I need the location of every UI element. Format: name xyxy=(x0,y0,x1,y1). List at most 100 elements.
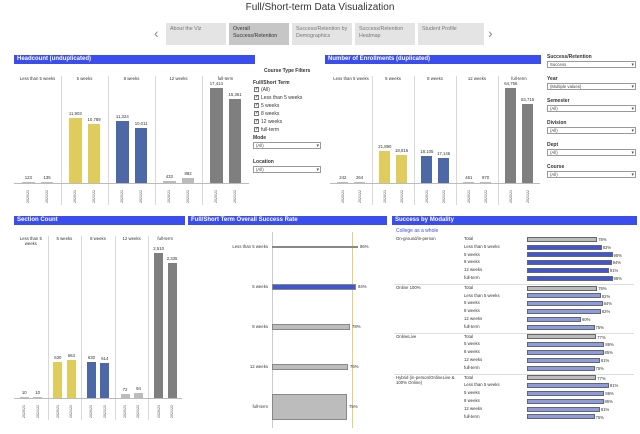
bar[interactable] xyxy=(505,88,517,183)
filter-select[interactable]: (All) xyxy=(547,105,636,112)
modality-row-label: Total xyxy=(464,284,474,290)
bar[interactable] xyxy=(21,181,35,183)
bar[interactable] xyxy=(463,181,475,183)
modality-bar[interactable] xyxy=(527,236,598,242)
modality-bar[interactable] xyxy=(527,383,609,389)
bar[interactable] xyxy=(40,181,54,183)
modality-bar[interactable] xyxy=(527,268,609,273)
modality-bar[interactable] xyxy=(527,391,605,396)
bar[interactable] xyxy=(479,181,492,183)
axis-baseline xyxy=(14,183,249,184)
modality-bar[interactable] xyxy=(527,342,605,348)
tab-about[interactable]: About the Viz xyxy=(166,23,226,45)
bar[interactable] xyxy=(209,88,223,183)
category-label: 5 weeks xyxy=(385,76,401,81)
success-bar[interactable] xyxy=(272,246,358,248)
checkbox[interactable] xyxy=(254,118,259,124)
modality-bar[interactable] xyxy=(527,375,597,381)
year-tick: 2020/21 xyxy=(156,405,161,418)
success-bar[interactable] xyxy=(272,394,347,420)
modality-bar[interactable] xyxy=(527,324,595,330)
success-value: 78% xyxy=(352,323,361,329)
bar[interactable] xyxy=(379,150,391,183)
modality-value: 75% xyxy=(595,414,604,420)
checkbox[interactable] xyxy=(254,110,259,116)
checkbox[interactable] xyxy=(254,102,259,108)
modality-bar[interactable] xyxy=(527,275,613,281)
modality-bar[interactable] xyxy=(527,252,613,258)
bar[interactable] xyxy=(228,99,242,183)
bar[interactable] xyxy=(19,396,29,398)
modality-bar[interactable] xyxy=(527,414,595,420)
modality-bar[interactable] xyxy=(527,301,603,307)
modality-bar[interactable] xyxy=(527,293,601,299)
bar[interactable] xyxy=(115,121,129,183)
year-tick: 2020/21 xyxy=(26,190,31,203)
year-tick: 2021/22 xyxy=(186,190,191,203)
next-tab-arrow[interactable]: › xyxy=(488,25,493,41)
bar[interactable] xyxy=(337,181,349,183)
bar[interactable] xyxy=(68,118,82,183)
modality-row-label: 8 weeks xyxy=(464,308,480,314)
category-label: 8 weeks xyxy=(427,76,443,81)
bar[interactable] xyxy=(521,104,534,183)
bar[interactable] xyxy=(437,157,450,183)
bar[interactable] xyxy=(167,263,177,398)
bar[interactable] xyxy=(120,393,130,398)
bar-value-label: 64,756 xyxy=(504,81,518,86)
checkbox[interactable] xyxy=(254,94,259,100)
modality-bar[interactable] xyxy=(527,350,604,355)
bar[interactable] xyxy=(33,396,43,398)
year-tick: 2020/21 xyxy=(340,190,345,203)
modality-bar[interactable] xyxy=(527,406,600,412)
bar[interactable] xyxy=(154,253,164,398)
modality-bar[interactable] xyxy=(527,309,601,314)
bar[interactable] xyxy=(421,156,433,183)
filter-select[interactable]: Success xyxy=(547,61,636,68)
prev-tab-arrow[interactable]: ‹ xyxy=(154,25,159,41)
bar-value-label: 970 xyxy=(482,174,490,180)
filter-select[interactable]: (All) xyxy=(547,171,636,178)
location-select[interactable]: (All) xyxy=(253,166,321,173)
bar[interactable] xyxy=(353,181,366,183)
bar[interactable] xyxy=(86,361,96,398)
mode-select[interactable]: (All) xyxy=(253,142,321,149)
modality-bar[interactable] xyxy=(527,398,604,404)
year-tick: 2020/21 xyxy=(73,190,78,203)
modality-bar[interactable] xyxy=(527,365,595,371)
bar[interactable] xyxy=(134,128,148,183)
bar[interactable] xyxy=(181,178,195,183)
modality-row-label: 12 weeks xyxy=(464,316,483,321)
modality-bar[interactable] xyxy=(527,357,600,363)
success-bar[interactable] xyxy=(272,364,348,370)
checkbox[interactable] xyxy=(254,86,259,92)
checkbox[interactable] xyxy=(254,126,259,132)
bar[interactable] xyxy=(133,392,143,398)
tab-heatmap[interactable]: Success/Retention Heatmap xyxy=(355,23,415,45)
filter-select[interactable]: (All) xyxy=(547,149,636,156)
bar[interactable] xyxy=(395,155,408,183)
bar[interactable] xyxy=(162,180,176,183)
tab-overall-success[interactable]: Overall Success/Retention xyxy=(229,23,289,45)
modality-row-label: 5 weeks xyxy=(464,341,480,347)
tab-student-profile[interactable]: Student Profile xyxy=(418,23,484,45)
modality-group-label: OnlineLive xyxy=(396,333,417,339)
modality-value: 81% xyxy=(600,358,610,363)
success-bar[interactable] xyxy=(272,324,350,330)
bar[interactable] xyxy=(66,359,76,398)
modality-value: 60% xyxy=(582,317,591,322)
modality-bar[interactable] xyxy=(527,260,612,266)
success-bar[interactable] xyxy=(272,284,356,290)
modality-value: 91% xyxy=(609,383,619,389)
year-tick: 2021/22 xyxy=(139,190,144,203)
tab-demographics[interactable]: Success/Retention by Demographics xyxy=(292,23,352,45)
bar[interactable] xyxy=(53,361,63,398)
modality-bar[interactable] xyxy=(527,244,602,250)
modality-bar[interactable] xyxy=(527,316,581,322)
modality-bar[interactable] xyxy=(527,334,597,340)
modality-bar[interactable] xyxy=(527,285,598,291)
bar[interactable] xyxy=(100,362,110,398)
filter-select[interactable]: (Multiple values) xyxy=(547,83,636,90)
bar[interactable] xyxy=(87,124,101,183)
filter-select[interactable]: (All) xyxy=(547,127,636,134)
